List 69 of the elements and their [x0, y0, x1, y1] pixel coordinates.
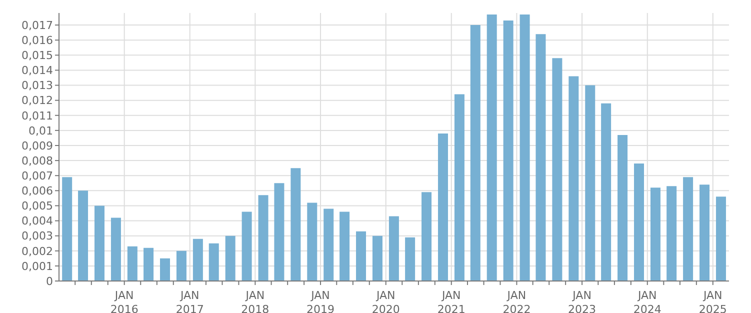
y-tick-label: 0,008	[22, 154, 53, 168]
y-tick-label: 0,011	[22, 109, 53, 122]
bar	[634, 164, 644, 281]
bar	[422, 192, 432, 281]
bar	[503, 20, 514, 281]
bar	[601, 103, 612, 281]
y-tick-label: 0,016	[22, 34, 53, 48]
y-tick-label: 0,004	[22, 214, 53, 228]
y-tick-label: 0,005	[22, 200, 53, 213]
bar	[372, 236, 382, 281]
bar	[388, 216, 399, 281]
bar	[62, 177, 72, 281]
x-tick-label: JAN 2022	[502, 289, 531, 313]
bar	[683, 177, 694, 281]
bar	[552, 58, 562, 281]
y-tick-label: 0,013	[22, 79, 53, 92]
bar	[340, 212, 350, 281]
bar	[94, 206, 104, 281]
y-tick-label: 0,012	[22, 94, 53, 108]
x-tick-label: JAN 2016	[110, 289, 138, 313]
bar	[144, 248, 154, 281]
y-tick-label: 0,002	[22, 244, 53, 258]
bar	[127, 246, 138, 281]
x-tick-label: JAN 2020	[372, 289, 400, 313]
bar	[486, 14, 497, 281]
y-tick-label: 0,007	[22, 170, 53, 183]
y-tick-label: 0,014	[22, 64, 53, 78]
bar	[258, 195, 268, 281]
bar	[78, 190, 88, 281]
bar	[618, 134, 628, 281]
y-tick-label: 0,017	[22, 18, 53, 32]
x-tick-label: JAN 2018	[241, 289, 270, 313]
bar	[700, 184, 710, 281]
y-tick-label: 0,015	[22, 49, 53, 62]
bar	[110, 218, 121, 281]
bar	[666, 186, 677, 281]
bar	[536, 34, 546, 281]
bar	[160, 258, 170, 281]
y-tick-label: 0	[46, 274, 53, 288]
y-tick-label: 0,01	[28, 124, 53, 138]
bar	[470, 25, 480, 281]
bar	[242, 212, 252, 281]
bar	[356, 231, 366, 281]
bar	[438, 133, 448, 281]
x-tick-label: JAN 2023	[568, 289, 596, 313]
bar	[225, 236, 236, 281]
x-tick-label: JAN 2017	[176, 289, 204, 313]
y-tick-label: 0,006	[22, 184, 53, 198]
x-tick-label: JAN 2025	[698, 289, 727, 313]
bar	[324, 208, 334, 281]
x-tick-label: JAN 2019	[306, 289, 335, 313]
y-tick-label: 0,003	[22, 230, 53, 243]
x-tick-label: JAN 2024	[633, 289, 662, 313]
bar	[192, 238, 203, 281]
bar	[290, 168, 301, 281]
bar	[274, 183, 284, 281]
bar	[405, 237, 416, 281]
y-tick-label: 0,001	[22, 260, 53, 273]
bar	[568, 76, 579, 281]
x-tick-label: JAN 2021	[437, 289, 466, 313]
bar	[176, 250, 186, 281]
bar	[650, 188, 660, 281]
bar	[520, 14, 530, 281]
bar	[307, 202, 318, 281]
bar	[716, 196, 726, 281]
bar	[585, 85, 596, 281]
y-tick-label: 0,009	[22, 139, 53, 152]
bar	[208, 243, 219, 281]
bar	[454, 94, 464, 281]
